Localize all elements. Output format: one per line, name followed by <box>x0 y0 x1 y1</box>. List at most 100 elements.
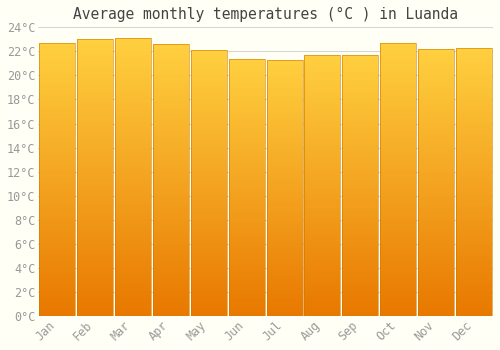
Bar <box>304 197 340 198</box>
Bar <box>191 259 227 260</box>
Bar <box>115 309 151 310</box>
Bar <box>380 93 416 95</box>
Bar <box>380 88 416 89</box>
Bar <box>228 190 264 191</box>
Bar <box>191 53 227 54</box>
Bar <box>418 275 454 276</box>
Bar <box>418 303 454 304</box>
Bar <box>39 125 75 126</box>
Bar <box>266 103 302 105</box>
Bar <box>418 265 454 267</box>
Bar <box>191 202 227 203</box>
Bar <box>191 223 227 224</box>
Bar <box>456 104 492 105</box>
Bar <box>418 113 454 114</box>
Bar <box>380 244 416 245</box>
Bar <box>115 150 151 152</box>
Bar <box>418 237 454 239</box>
Bar <box>266 272 302 274</box>
Bar <box>304 142 340 144</box>
Bar <box>266 139 302 140</box>
Bar <box>77 306 113 308</box>
Bar <box>228 204 264 205</box>
Bar <box>266 167 302 169</box>
Bar <box>418 102 454 104</box>
Bar <box>228 107 264 109</box>
Bar <box>266 228 302 229</box>
Bar <box>266 153 302 155</box>
Bar <box>153 282 189 284</box>
Bar <box>77 104 113 106</box>
Bar <box>380 152 416 154</box>
Bar <box>191 300 227 301</box>
Bar <box>380 81 416 83</box>
Bar <box>153 267 189 268</box>
Bar <box>304 248 340 250</box>
Bar <box>39 68 75 69</box>
Bar <box>115 40 151 41</box>
Bar <box>304 205 340 206</box>
Bar <box>39 252 75 253</box>
Bar <box>304 154 340 155</box>
Bar <box>342 161 378 162</box>
Bar <box>191 77 227 78</box>
Bar <box>266 288 302 289</box>
Bar <box>266 297 302 298</box>
Bar <box>304 105 340 106</box>
Bar <box>380 166 416 167</box>
Bar <box>153 184 189 186</box>
Bar <box>342 197 378 198</box>
Bar <box>342 148 378 149</box>
Bar <box>380 300 416 301</box>
Bar <box>39 196 75 197</box>
Bar <box>266 219 302 220</box>
Bar <box>228 128 264 130</box>
Bar <box>115 149 151 150</box>
Bar <box>228 58 264 60</box>
Bar <box>304 241 340 243</box>
Bar <box>153 66 189 67</box>
Bar <box>77 269 113 270</box>
Bar <box>304 150 340 152</box>
Bar <box>115 251 151 252</box>
Bar <box>39 197 75 198</box>
Bar <box>342 133 378 134</box>
Bar <box>380 129 416 130</box>
Bar <box>418 161 454 162</box>
Bar <box>418 241 454 243</box>
Bar <box>342 213 378 214</box>
Bar <box>77 142 113 143</box>
Bar <box>77 284 113 286</box>
Bar <box>77 133 113 135</box>
Bar <box>115 244 151 245</box>
Bar <box>228 290 264 292</box>
Bar <box>342 223 378 225</box>
Bar <box>115 166 151 167</box>
Bar <box>191 235 227 236</box>
Bar <box>228 106 264 107</box>
Bar <box>115 273 151 274</box>
Bar <box>380 70 416 72</box>
Bar <box>228 64 264 65</box>
Bar <box>39 81 75 83</box>
Bar <box>304 57 340 59</box>
Bar <box>228 205 264 206</box>
Bar <box>418 185 454 187</box>
Bar <box>153 74 189 75</box>
Bar <box>418 141 454 142</box>
Bar <box>39 137 75 139</box>
Bar <box>191 153 227 154</box>
Bar <box>304 101 340 102</box>
Bar <box>153 147 189 149</box>
Bar <box>266 220 302 221</box>
Bar <box>115 48 151 49</box>
Bar <box>153 292 189 293</box>
Bar <box>266 180 302 181</box>
Bar <box>77 180 113 182</box>
Bar <box>380 158 416 159</box>
Bar <box>39 93 75 95</box>
Bar <box>191 154 227 155</box>
Bar <box>191 63 227 65</box>
Bar <box>153 194 189 195</box>
Bar <box>228 271 264 272</box>
